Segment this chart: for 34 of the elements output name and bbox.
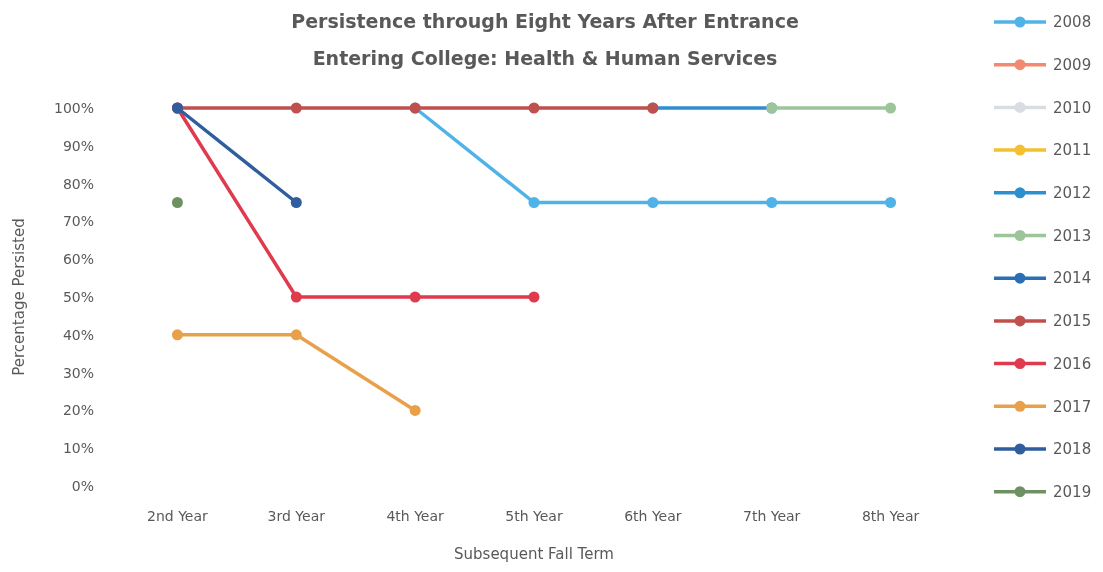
legend-label: 2008: [1053, 13, 1092, 32]
x-tick-label: 2nd Year: [147, 508, 209, 524]
y-tick-label: 10%: [62, 440, 94, 457]
x-axis-title: Subsequent Fall Term: [454, 545, 614, 563]
x-tick-label: 5th Year: [505, 508, 563, 524]
legend-label: 2010: [1053, 98, 1092, 117]
x-tick-label: 6th Year: [624, 508, 682, 524]
chart-subtitle: Entering College: Health & Human Services: [312, 47, 778, 69]
y-tick-label: 80%: [62, 175, 94, 192]
legend-label: 2012: [1053, 184, 1092, 203]
x-tick-label: 7th Year: [743, 508, 801, 524]
y-tick-label: 50%: [62, 288, 94, 305]
x-tick-label: 4th Year: [386, 508, 445, 524]
legend-label: 2014: [1053, 269, 1092, 288]
legend-label: 2011: [1053, 141, 1092, 160]
y-tick-label: 60%: [62, 251, 94, 268]
y-tick-label: 0%: [71, 477, 94, 494]
chart-title: Persistence through Eight Years After Entrance: [291, 10, 799, 32]
legend-label: 2015: [1053, 312, 1092, 331]
y-tick-label: 90%: [62, 137, 94, 154]
legend-label: 2017: [1053, 397, 1092, 416]
x-tick-label: 3rd Year: [267, 508, 326, 524]
y-tick-label: 40%: [62, 326, 94, 343]
y-tick-label: 100%: [53, 99, 94, 116]
y-tick-label: 30%: [62, 364, 94, 381]
y-tick-label: 20%: [62, 402, 94, 419]
x-tick-label: 8th Year: [861, 508, 920, 524]
legend-label: 2013: [1053, 226, 1092, 245]
y-tick-label: 70%: [62, 213, 94, 230]
legend-label: 2009: [1053, 55, 1092, 74]
legend-label: 2016: [1053, 354, 1092, 373]
y-axis-title: Percentage Persisted: [10, 218, 28, 376]
legend-label: 2018: [1053, 440, 1092, 459]
legend-label: 2019: [1053, 482, 1092, 501]
